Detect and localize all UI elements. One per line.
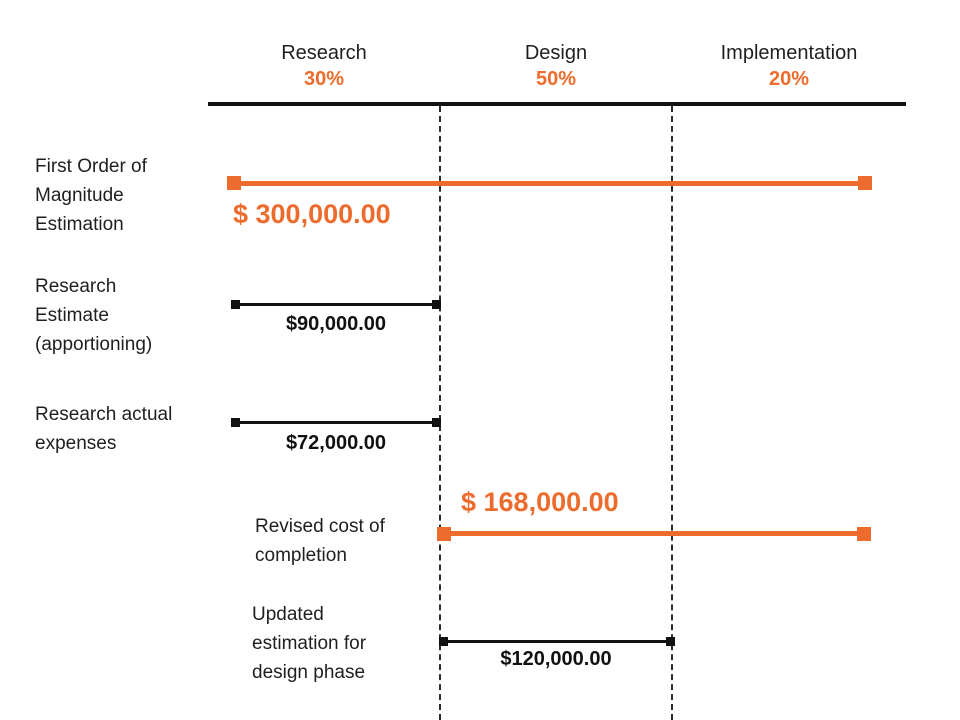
range-start-marker-research-estimate — [231, 300, 240, 309]
range-start-marker-first-order-estimation — [227, 176, 241, 190]
range-end-marker-research-actual-expenses — [432, 418, 441, 427]
phase-name-research: Research — [281, 42, 367, 64]
range-end-marker-research-estimate — [432, 300, 441, 309]
phase-header-implementation: Implementation 20% — [689, 40, 889, 92]
phase-percent-implementation: 20% — [768, 68, 810, 90]
phase-header-design: Design 50% — [456, 40, 656, 92]
value-label-research-actual-expenses: $72,000.00 — [285, 432, 387, 454]
value-label-revised-cost-of-completion: $ 168,000.00 — [461, 487, 619, 517]
range-bar-updated-design-estimation — [443, 640, 671, 643]
phase-header-research: Research 30% — [224, 40, 424, 92]
phase-axis-line — [208, 102, 906, 106]
phase-percent-design: 50% — [535, 68, 577, 90]
row-label-research-actual-expenses: Research actual expenses — [35, 404, 173, 454]
row-label-revised-cost-of-completion: Revised cost of completion — [255, 516, 385, 566]
phase-name-design: Design — [524, 42, 588, 64]
row-label-research-estimate: Research Estimate (apportioning) — [35, 276, 153, 355]
phase-divider-research-design — [439, 106, 441, 720]
range-bar-research-estimate — [235, 303, 437, 306]
range-bar-research-actual-expenses — [235, 421, 437, 424]
range-end-marker-first-order-estimation — [858, 176, 872, 190]
row-label-first-order-estimation: First Order of Magnitude Estimation — [35, 156, 147, 235]
range-bar-revised-cost-of-completion — [444, 531, 864, 536]
phase-percent-research: 30% — [303, 68, 345, 90]
range-start-marker-research-actual-expenses — [231, 418, 240, 427]
phase-divider-design-implementation — [671, 106, 673, 720]
range-start-marker-updated-design-estimation — [439, 637, 448, 646]
value-label-research-estimate: $90,000.00 — [285, 313, 387, 335]
range-bar-first-order-estimation — [234, 181, 866, 186]
range-end-marker-revised-cost-of-completion — [857, 527, 871, 541]
row-label-updated-design-estimation: Updated estimation for design phase — [252, 604, 367, 683]
value-label-first-order-estimation: $ 300,000.00 — [233, 199, 391, 229]
value-label-updated-design-estimation: $120,000.00 — [500, 648, 612, 670]
range-start-marker-revised-cost-of-completion — [437, 527, 451, 541]
phase-name-implementation: Implementation — [720, 42, 858, 64]
range-end-marker-updated-design-estimation — [666, 637, 675, 646]
